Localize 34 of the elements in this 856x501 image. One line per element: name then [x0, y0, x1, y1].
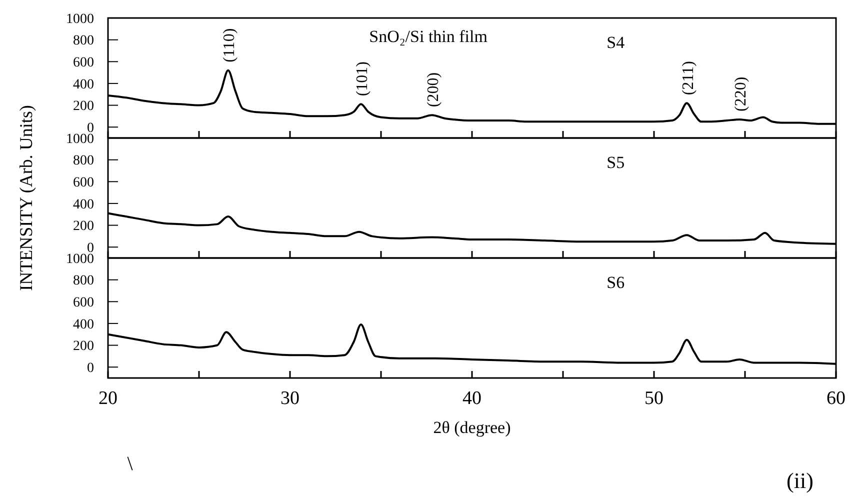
y-tick-label: 800 [73, 154, 94, 169]
y-tick-label: 200 [73, 99, 94, 114]
annotation: (220) [732, 76, 750, 112]
annotation: (200) [424, 72, 442, 108]
y-tick-label: 0 [87, 360, 94, 376]
text: (ii) [786, 468, 814, 493]
y-tick-label: 600 [73, 296, 94, 311]
x-tick-label: 50 [644, 388, 664, 409]
y-tick-label: 400 [73, 317, 94, 332]
y-tick-label: 600 [73, 176, 94, 191]
x-tick-label: 40 [462, 388, 482, 409]
y-tick-label: 1000 [66, 132, 94, 147]
annotation: (101) [354, 62, 371, 96]
text: S4 [606, 33, 626, 52]
y-tick-label: 400 [73, 77, 94, 92]
annotation: (110) [221, 28, 238, 62]
y-tick-label: 200 [73, 339, 94, 354]
text: \ [127, 453, 134, 475]
y-tick-label: 1000 [66, 252, 94, 267]
y-tick-label: 1000 [66, 12, 94, 27]
y-tick-label: 800 [73, 34, 94, 49]
text: S6 [606, 273, 625, 292]
y-tick-label: 600 [73, 56, 94, 71]
y-tick-label: 400 [73, 197, 94, 212]
annotation: (211) [680, 61, 697, 96]
y-tick-label: 800 [73, 274, 94, 289]
x-tick-label: 30 [280, 388, 300, 409]
text: SnO₂/Si thin film [369, 27, 488, 46]
y-axis-title: INTENSITY (Arb. Units) [16, 105, 36, 291]
y-tick-label: 200 [73, 219, 94, 234]
x-tick-label: 20 [98, 388, 118, 409]
x-tick-label: 60 [826, 388, 846, 409]
x-axis-title: 2θ (degree) [433, 418, 511, 437]
text: S5 [606, 153, 625, 172]
